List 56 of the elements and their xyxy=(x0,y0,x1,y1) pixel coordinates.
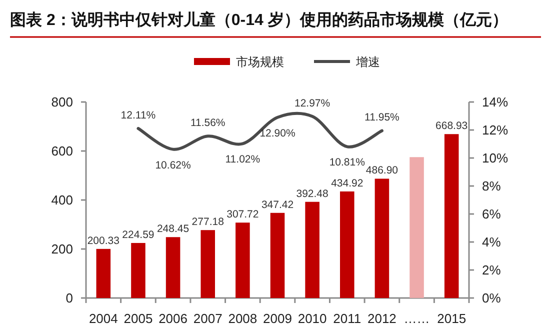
x-tick-label: 2010 xyxy=(298,311,327,326)
data-label: 10.81% xyxy=(329,156,365,169)
data-label: 347.42 xyxy=(261,198,294,211)
legend-label: 增速 xyxy=(355,55,380,69)
chart-title: 图表 2：说明书中仅针对儿童（0-14 岁）使用的药品市场规模（亿元） xyxy=(10,10,508,29)
data-label: 12.90% xyxy=(260,127,296,140)
x-tick-label: …… xyxy=(404,311,430,326)
data-label: 434.92 xyxy=(331,177,364,190)
bar xyxy=(200,230,215,298)
x-tick-label: 2006 xyxy=(158,311,188,326)
y-tick-label: 600 xyxy=(51,144,73,158)
y2-tick-label: 12% xyxy=(482,122,508,138)
bar xyxy=(96,248,111,298)
legend-label: 市场规模 xyxy=(236,55,284,69)
data-label: 248.45 xyxy=(156,223,190,236)
y-tick-label: 800 xyxy=(51,94,73,110)
data-label: 668.93 xyxy=(436,120,468,132)
x-tick-label: 2008 xyxy=(228,311,258,326)
data-label: 11.02% xyxy=(225,154,260,166)
bar xyxy=(444,134,459,298)
y2-tick-label: 0% xyxy=(482,290,502,306)
data-label: 486.90 xyxy=(366,164,398,177)
bar xyxy=(166,237,180,298)
x-tick-label: 2011 xyxy=(333,311,362,326)
data-label: 10.62% xyxy=(155,159,191,172)
x-tick-label: 2005 xyxy=(124,311,153,326)
y-tick-label: 200 xyxy=(51,242,73,256)
x-tick-label: 2015 xyxy=(437,311,466,326)
y2-tick-label: 8% xyxy=(482,178,502,194)
data-label: 200.33 xyxy=(87,234,120,247)
data-label: 12.11% xyxy=(120,109,156,122)
y2-tick-label: 6% xyxy=(482,206,502,222)
y2-tick-label: 2% xyxy=(482,262,502,278)
bar xyxy=(305,202,320,298)
data-label: 12.97% xyxy=(294,97,330,110)
y-tick-label: 0 xyxy=(66,290,73,306)
bar xyxy=(270,212,285,298)
data-label: 277.18 xyxy=(192,216,224,228)
data-label: 392.48 xyxy=(296,188,329,200)
y2-tick-label: 4% xyxy=(482,234,502,250)
data-label: 224.59 xyxy=(122,228,154,241)
bar xyxy=(340,191,354,298)
data-label: 11.56% xyxy=(190,117,226,130)
y2-tick-label: 14% xyxy=(482,94,508,110)
x-tick-label: 2004 xyxy=(88,311,118,326)
y-tick-label: 400 xyxy=(51,192,73,208)
bar xyxy=(374,178,390,298)
x-tick-label: 2012 xyxy=(367,311,396,326)
x-tick-label: 2007 xyxy=(193,311,222,326)
data-label: 11.95% xyxy=(364,112,400,124)
bar xyxy=(236,222,250,298)
bar xyxy=(410,157,424,298)
bar xyxy=(131,242,146,298)
x-tick-label: 2009 xyxy=(263,311,292,326)
y2-tick-label: 10% xyxy=(482,150,508,166)
data-label: 307.72 xyxy=(226,208,259,221)
